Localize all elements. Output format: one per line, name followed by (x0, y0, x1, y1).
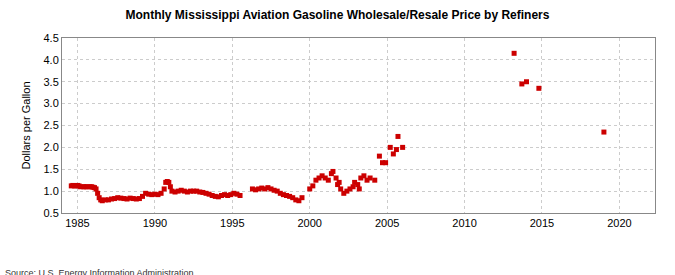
svg-text:Source: U.S. Energy Informatio: Source: U.S. Energy Information Administ… (5, 268, 194, 275)
svg-text:Dollars per Gallon: Dollars per Gallon (20, 81, 32, 169)
svg-text:3.0: 3.0 (44, 97, 59, 109)
svg-text:1.0: 1.0 (44, 185, 59, 197)
svg-text:2020: 2020 (607, 217, 631, 229)
svg-text:1995: 1995 (220, 217, 244, 229)
svg-text:2.5: 2.5 (44, 119, 59, 131)
svg-text:1990: 1990 (143, 217, 167, 229)
svg-text:4.0: 4.0 (44, 54, 59, 66)
svg-text:2.0: 2.0 (44, 141, 59, 153)
svg-text:2015: 2015 (530, 217, 554, 229)
svg-text:2005: 2005 (375, 217, 399, 229)
svg-text:1985: 1985 (65, 217, 89, 229)
svg-text:0.5: 0.5 (44, 207, 59, 219)
svg-text:2000: 2000 (297, 217, 321, 229)
svg-text:4.5: 4.5 (44, 32, 59, 44)
svg-text:3.5: 3.5 (44, 76, 59, 88)
svg-text:1.5: 1.5 (44, 163, 59, 175)
svg-text:Monthly Mississippi Aviation G: Monthly Mississippi Aviation Gasoline Wh… (126, 8, 550, 22)
svg-text:2010: 2010 (452, 217, 476, 229)
